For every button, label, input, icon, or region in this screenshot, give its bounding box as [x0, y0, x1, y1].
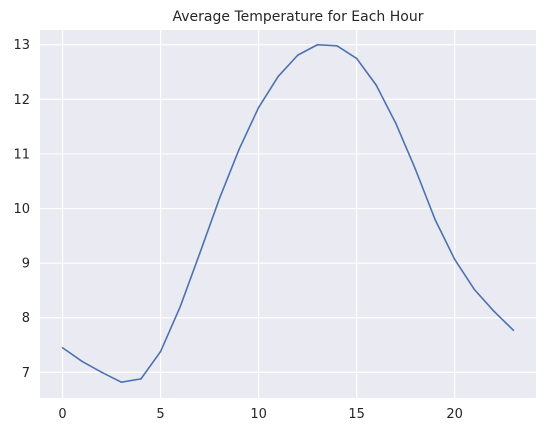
x-axis-ticks: 0 5 10 15 20 — [58, 407, 463, 422]
series-layer — [61, 43, 515, 383]
chart-title: Average Temperature for Each Hour — [173, 9, 424, 25]
data-point — [238, 148, 240, 151]
data-point — [355, 57, 358, 60]
y-tick-label: 11 — [13, 147, 30, 162]
data-point — [61, 346, 64, 349]
x-tick-label: 15 — [348, 407, 365, 422]
data-point — [375, 84, 378, 86]
y-axis-ticks: 7 8 9 10 11 12 13 — [13, 38, 30, 381]
series-line — [62, 43, 515, 383]
y-tick-label: 8 — [22, 311, 30, 326]
data-point — [512, 329, 515, 332]
data-point — [198, 252, 201, 255]
y-tick-label: 7 — [22, 366, 30, 381]
data-point — [257, 106, 260, 109]
data-point — [493, 310, 495, 312]
data-point — [218, 197, 221, 200]
data-point — [179, 306, 181, 308]
data-point — [473, 288, 476, 291]
data-point — [414, 168, 417, 171]
data-point — [159, 350, 162, 353]
data-point — [81, 360, 83, 363]
x-tick-label: 5 — [156, 407, 164, 422]
x-tick-label: 10 — [250, 407, 267, 422]
x-tick-label: 0 — [58, 407, 66, 422]
data-point — [395, 122, 397, 125]
data-point — [316, 43, 319, 46]
data-point — [277, 75, 279, 78]
data-point — [120, 381, 123, 383]
data-point — [140, 378, 142, 380]
plot-area — [40, 30, 536, 398]
data-point — [453, 258, 456, 261]
y-tick-label: 13 — [13, 38, 30, 53]
data-point — [336, 45, 338, 47]
grid-lines — [40, 30, 536, 398]
data-point — [434, 218, 436, 221]
data-point — [297, 54, 299, 56]
y-tick-label: 10 — [13, 202, 30, 217]
y-tick-label: 9 — [22, 257, 30, 272]
y-tick-label: 12 — [13, 93, 30, 108]
data-point — [100, 371, 103, 374]
x-tick-label: 20 — [446, 407, 463, 422]
